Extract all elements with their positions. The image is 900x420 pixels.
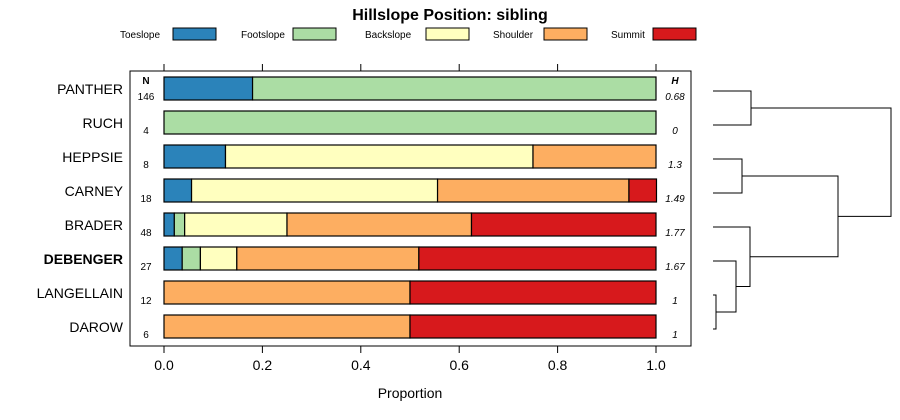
row-debenger: DEBENGER 27 1.67 (44, 246, 685, 273)
row-ruch: RUCH 4 0 (83, 110, 678, 137)
row-heppsie: HEPPSIE 8 1.3 (62, 144, 682, 171)
bar-segment-summit (409, 314, 657, 339)
top-axis-ticks (163, 64, 657, 71)
row-brader: BRADER 48 1.77 (65, 212, 685, 239)
row-darow: DAROW 6 1 (69, 314, 678, 341)
bar-segment-footslope (163, 110, 657, 135)
n-value: 4 (143, 126, 149, 137)
bar-segment-toeslope (163, 144, 227, 169)
x-tick-label: 0.8 (548, 357, 568, 373)
bar-segment-shoulder (286, 212, 473, 237)
x-tick-label: 0.0 (154, 357, 174, 373)
dendrogram-branch (713, 294, 717, 330)
dendrogram-branch (742, 175, 839, 258)
legend-swatch-backslope (425, 27, 470, 41)
n-value: 12 (140, 296, 152, 307)
h-value: 1.3 (668, 160, 682, 171)
row-label: HEPPSIE (62, 149, 123, 165)
legend-label-backslope: Backslope (365, 30, 412, 41)
legend-label-shoulder: Shoulder (493, 30, 534, 41)
row-label: LANGELLAIN (37, 285, 123, 301)
n-value: 18 (140, 194, 152, 205)
chart-title: Hillslope Position: sibling (352, 7, 548, 24)
legend-swatch-shoulder (543, 27, 588, 41)
bar-rows: PANTHER 146 0.68 RUCH 4 0 HEPPSIE 8 1.3 CARNEY 18 1… (37, 76, 685, 341)
h-value: 0.68 (665, 92, 685, 103)
row-label: DAROW (69, 319, 123, 335)
plot-frame (129, 70, 692, 347)
dendrogram-branch (713, 158, 743, 194)
bar-segment-footslope (181, 246, 202, 271)
bar-segment-backslope (184, 212, 288, 237)
legend-label-summit: Summit (611, 30, 645, 41)
h-value: 0 (672, 126, 678, 137)
bar-segment-shoulder (532, 144, 657, 169)
row-label: DEBENGER (44, 251, 123, 267)
dendrogram-branch (751, 107, 892, 217)
n-value: 6 (143, 330, 149, 341)
bar-segment-backslope (199, 246, 238, 271)
bar-segment-summit (409, 280, 657, 305)
h-value: 1.77 (665, 228, 685, 239)
dendrogram-branch (713, 90, 752, 126)
bar-segment-toeslope (163, 178, 193, 203)
dendrogram (713, 90, 892, 330)
bar-segment-backslope (224, 144, 534, 169)
n-value: 146 (138, 92, 155, 103)
n-column-header: N (142, 76, 149, 87)
bar-segment-toeslope (163, 246, 183, 271)
row-langellain: LANGELLAIN 12 1 (37, 280, 678, 307)
x-axis: 0.0 0.2 0.4 0.6 0.8 1.0 (154, 346, 666, 373)
bar-segment-shoulder (163, 280, 411, 305)
x-tick-label: 1.0 (646, 357, 666, 373)
bar-segment-shoulder (236, 246, 420, 271)
x-axis-title: Proportion (378, 385, 443, 401)
bar-segment-summit (628, 178, 658, 203)
n-value: 8 (143, 160, 149, 171)
row-carney: CARNEY 18 1.49 (65, 178, 685, 205)
x-tick-label: 0.6 (449, 357, 469, 373)
x-tick-label: 0.4 (351, 357, 371, 373)
h-value: 1 (672, 296, 678, 307)
row-label: PANTHER (57, 81, 123, 97)
row-panther: PANTHER 146 0.68 (57, 76, 685, 103)
legend-label-toeslope: Toeslope (120, 30, 160, 41)
bar-segment-shoulder (163, 314, 411, 339)
bar-segment-backslope (190, 178, 439, 203)
x-tick-label: 0.2 (253, 357, 273, 373)
row-label: CARNEY (65, 183, 124, 199)
bar-segment-footslope (173, 212, 186, 237)
bar-segment-summit (418, 246, 657, 271)
legend-swatch-summit (652, 27, 697, 41)
row-label: BRADER (65, 217, 123, 233)
dendrogram-branch (713, 226, 751, 287)
bar-segment-summit (470, 212, 657, 237)
bar-segment-toeslope (163, 76, 254, 101)
h-value: 1.67 (665, 262, 685, 273)
n-value: 48 (140, 228, 152, 239)
legend-swatch-footslope (292, 27, 337, 41)
bar-segment-footslope (251, 76, 657, 101)
bar-segment-shoulder (436, 178, 630, 203)
h-value: 1 (672, 330, 678, 341)
row-label: RUCH (83, 115, 123, 131)
legend-swatch-toeslope (172, 27, 217, 41)
h-column-header: H (671, 76, 679, 87)
legend: Toeslope Footslope Backslope Shoulder Summit (120, 27, 697, 41)
bar-segment-toeslope (163, 212, 175, 237)
h-value: 1.49 (665, 194, 685, 205)
legend-label-footslope: Footslope (241, 30, 285, 41)
n-value: 27 (140, 262, 152, 273)
